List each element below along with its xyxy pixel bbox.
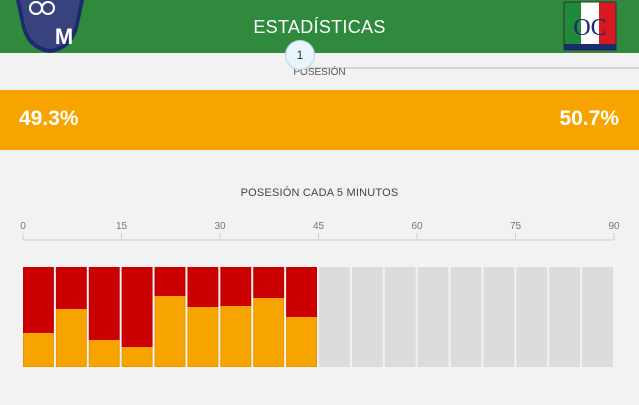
bar-empty (319, 267, 350, 367)
bar-empty (417, 267, 449, 367)
bar-outline (23, 267, 54, 367)
possession-bar: 49.3% 50.7% (0, 90, 639, 150)
x-tick-label: 15 (116, 221, 128, 232)
home-logo-letter: M (55, 24, 73, 49)
timeline-track[interactable] (300, 67, 639, 69)
chart-title: POSESIÓN CADA 5 MINUTOS (240, 187, 399, 199)
possession-label: POSESIÓN (293, 67, 346, 78)
bar-home-segment (121, 267, 153, 347)
bar-away-segment (220, 306, 252, 367)
page-title: ESTADÍSTICAS (253, 17, 386, 37)
bar-away-segment (23, 333, 54, 367)
x-tick-label: 60 (411, 221, 423, 232)
home-possession-value: 49.3% (19, 107, 79, 130)
bar-home-segment (220, 267, 252, 306)
bar-home-segment (154, 267, 186, 296)
bar-away-segment (187, 307, 219, 367)
bar-outline (154, 267, 186, 367)
x-tick-label: 45 (313, 221, 325, 232)
bar-empty (483, 267, 515, 367)
timeline-slider-knob[interactable]: 1 (285, 40, 315, 70)
bar-empty (516, 267, 548, 367)
home-team-logo: M (16, 0, 84, 53)
bar-home-segment (253, 267, 285, 298)
x-tick-label: 90 (608, 221, 620, 232)
bar-outline (220, 267, 252, 367)
bar-empty (450, 267, 482, 367)
bar-empty (582, 267, 613, 367)
bar-away-segment (253, 298, 285, 367)
bar-empty (549, 267, 581, 367)
stats-header: M ESTADÍSTICAS OC (0, 0, 639, 53)
bar-outline (286, 267, 318, 367)
bar-outline (55, 267, 87, 367)
away-logo-letters: OC (573, 15, 606, 41)
bar-away-segment (121, 347, 153, 367)
x-tick-label: 0 (20, 221, 26, 232)
bar-empty (384, 267, 416, 367)
away-possession-value: 50.7% (559, 107, 619, 130)
x-tick-label: 75 (510, 221, 522, 232)
bar-empty (351, 267, 383, 367)
bar-home-segment (88, 267, 120, 340)
bar-outline (121, 267, 153, 367)
bar-away-segment (154, 296, 186, 367)
possession-chart (23, 267, 613, 367)
x-tick-label: 30 (214, 221, 226, 232)
bar-away-segment (55, 309, 87, 367)
bar-home-segment (55, 267, 87, 309)
bar-away-segment (286, 317, 317, 367)
bar-home-segment (286, 267, 317, 317)
bar-outline (187, 267, 219, 367)
bar-outline (253, 267, 285, 367)
bar-away-segment (88, 340, 120, 367)
bar-home-segment (23, 267, 54, 333)
bar-outline (88, 267, 120, 367)
chart-x-axis: 0 15 30 45 60 75 90 (20, 221, 620, 241)
away-team-logo: OC (563, 1, 617, 51)
bar-home-segment (187, 267, 219, 307)
